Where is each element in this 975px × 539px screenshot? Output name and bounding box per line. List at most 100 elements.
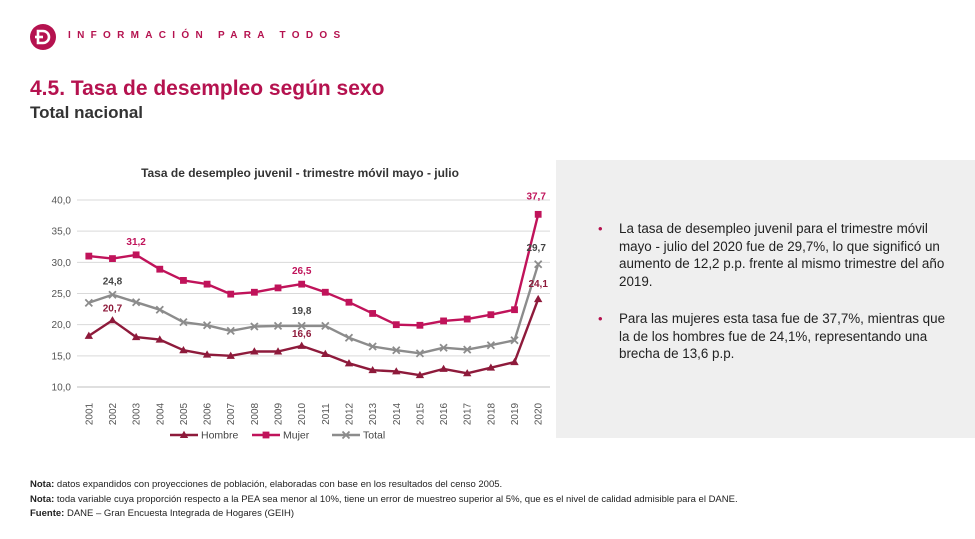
data-label-hombre: 16,6 (292, 329, 312, 340)
data-point-hombre (368, 365, 377, 374)
x-tick-label: 2001 (84, 402, 95, 425)
data-point-hombre (202, 350, 212, 358)
x-tick-label: 2004 (155, 402, 166, 425)
x-tick-label: 2003 (132, 402, 143, 425)
x-tick-label: 2011 (321, 403, 332, 425)
data-point-mujer (487, 311, 495, 319)
data-point-mujer (85, 252, 93, 260)
data-point-total (84, 298, 93, 307)
data-label-hombre: 24,1 (528, 279, 548, 290)
data-point-mujer (227, 290, 235, 298)
y-tick-label: 10,0 (52, 383, 72, 394)
footnote: Nota: datos expandidos con proyecciones … (30, 478, 738, 493)
data-point-mujer (416, 321, 424, 329)
y-tick-label: 20,0 (52, 320, 72, 331)
series-line-total (88, 263, 540, 355)
data-point-total (202, 321, 212, 330)
footnote: Fuente: DANE – Gran Encuesta Integrada d… (30, 507, 738, 522)
x-tick-label: 2014 (392, 402, 403, 425)
legend-label-hombre: Hombre (201, 430, 239, 442)
data-point-total (179, 318, 188, 327)
data-point-total (226, 326, 235, 336)
x-tick-label: 2006 (203, 402, 214, 425)
data-point-total (344, 333, 354, 342)
data-point-mujer (392, 321, 400, 329)
data-point-hombre (84, 331, 94, 339)
data-label-total: 24,8 (103, 277, 123, 288)
x-tick-label: 2002 (108, 402, 119, 425)
x-tick-label: 2017 (463, 402, 474, 425)
data-point-total (108, 290, 117, 299)
data-point-mujer (511, 306, 518, 314)
x-tick-label: 2018 (486, 402, 497, 425)
data-point-total (392, 346, 401, 355)
data-point-mujer (534, 210, 542, 218)
x-tick-label: 2007 (226, 402, 237, 425)
data-point-mujer (321, 288, 329, 296)
data-point-mujer (203, 280, 211, 288)
x-tick-label: 2020 (534, 402, 545, 425)
data-point-hombre (226, 351, 235, 359)
series-line-hombre (88, 298, 540, 377)
data-label-total: 29,7 (526, 243, 546, 254)
x-tick-label: 2013 (368, 402, 379, 425)
y-tick-label: 40,0 (52, 196, 72, 207)
data-point-mujer (369, 310, 377, 317)
data-point-hombre (415, 370, 425, 379)
data-point-hombre (486, 363, 496, 371)
summary-panel: • La tasa de desempleo juvenil para el tr… (556, 160, 975, 438)
data-label-total: 19,8 (292, 306, 312, 317)
summary-text: Para las mujeres esta tasa fue de 37,7%,… (619, 311, 946, 361)
y-tick-label: 15,0 (52, 351, 72, 362)
footnote-text: datos expandidos con proyecciones de pob… (54, 479, 503, 490)
data-point-hombre (131, 332, 141, 341)
legend-label-total: Total (363, 430, 385, 442)
data-point-hombre (533, 294, 543, 303)
summary-bullets: • La tasa de desempleo juvenil para el tr… (596, 220, 946, 383)
data-point-mujer (156, 265, 164, 273)
x-tick-label: 2005 (179, 402, 190, 425)
legend-marker-total (341, 430, 351, 440)
x-tick-label: 2012 (344, 402, 355, 425)
data-point-total (273, 321, 283, 331)
data-point-hombre (155, 335, 164, 343)
data-point-mujer (109, 255, 116, 262)
data-point-hombre (439, 364, 448, 372)
data-point-mujer (345, 298, 353, 306)
footnote-label: Nota: (30, 493, 55, 505)
summary-text: La tasa de desempleo juvenil para el tri… (619, 221, 945, 289)
legend-marker-mujer (262, 431, 270, 439)
data-point-total (510, 336, 519, 345)
data-point-mujer (463, 315, 471, 323)
legend-label-mujer: Mujer (283, 430, 310, 442)
data-point-hombre (321, 349, 330, 357)
page-subtitle: Total nacional (30, 103, 144, 122)
x-tick-label: 2009 (274, 402, 285, 425)
dane-logo-icon (30, 24, 56, 50)
data-point-hombre (392, 367, 401, 375)
x-tick-label: 2019 (510, 402, 521, 425)
summary-bullet: • Para las mujeres esta tasa fue de 37,7%… (596, 310, 946, 363)
data-point-total (131, 298, 141, 307)
data-point-hombre (297, 341, 306, 349)
data-point-total (297, 321, 306, 331)
data-point-mujer (274, 284, 282, 292)
data-point-hombre (250, 347, 259, 355)
footnotes: Nota: datos expandidos con proyecciones … (30, 478, 738, 522)
footnote-text: toda variable cuya proporción respecto a… (54, 493, 738, 505)
data-point-hombre (344, 359, 354, 367)
data-point-total (368, 342, 377, 351)
data-point-mujer (440, 317, 447, 325)
bullet-icon: • (598, 221, 603, 236)
y-tick-label: 30,0 (52, 258, 72, 269)
data-point-mujer (132, 251, 140, 259)
footnote-label: Nota: (30, 479, 55, 490)
chart-title: Tasa de desempleo juvenil - trimestre mó… (141, 166, 459, 180)
x-tick-label: 2016 (439, 402, 450, 425)
page-title: 4.5. Tasa de desempleo según sexo (30, 77, 385, 100)
data-point-total (486, 341, 496, 350)
data-point-hombre (510, 357, 519, 366)
data-point-hombre (463, 369, 472, 377)
data-point-total (415, 349, 425, 358)
x-tick-label: 2010 (297, 402, 308, 425)
